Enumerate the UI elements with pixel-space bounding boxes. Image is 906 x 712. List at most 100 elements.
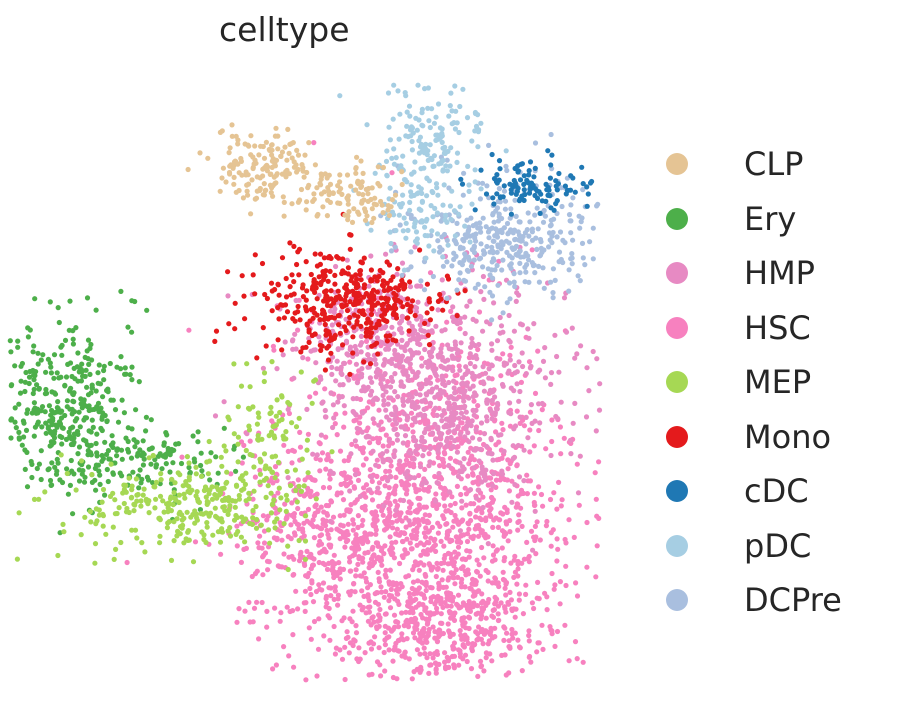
point-dcpre: [435, 238, 441, 244]
point-hsc: [504, 477, 510, 483]
point-mep: [142, 549, 148, 555]
point-hsc: [442, 503, 448, 509]
point-hsc: [367, 582, 373, 588]
point-clp: [253, 195, 260, 201]
point-hmp: [484, 397, 490, 403]
point-hmp: [332, 306, 338, 312]
point-hsc: [368, 646, 375, 652]
point-hmp: [402, 347, 408, 354]
point-ery: [23, 369, 29, 376]
point-mep: [255, 410, 261, 416]
point-mono: [369, 325, 375, 331]
point-mono: [328, 350, 334, 356]
point-hmp: [466, 395, 472, 401]
point-hsc: [480, 494, 486, 500]
point-pdc: [406, 103, 413, 109]
point-clp: [233, 159, 239, 165]
point-hsc: [397, 513, 403, 519]
point-hsc: [270, 343, 276, 349]
point-hsc: [483, 515, 489, 521]
point-dcpre: [556, 249, 563, 255]
point-clp: [261, 155, 268, 161]
point-mep: [244, 361, 250, 367]
point-mono: [358, 277, 364, 283]
point-mono: [303, 259, 309, 265]
point-hmp: [487, 321, 493, 327]
point-ery: [167, 452, 173, 458]
point-hsc: [386, 485, 392, 491]
point-mono: [328, 296, 334, 302]
point-hsc: [370, 553, 376, 559]
point-mono: [264, 295, 270, 302]
point-dcpre: [570, 195, 576, 201]
point-pdc: [413, 218, 419, 224]
point-hsc: [435, 377, 441, 383]
point-ery: [95, 370, 101, 376]
point-mep: [267, 410, 273, 417]
point-hsc: [323, 595, 329, 602]
point-hsc: [403, 574, 409, 580]
point-hsc: [326, 605, 332, 612]
point-mono: [213, 328, 220, 334]
point-mep: [301, 483, 307, 489]
point-hmp: [354, 425, 360, 431]
point-mono: [361, 359, 367, 365]
point-hsc: [428, 595, 434, 601]
point-mep: [194, 517, 200, 523]
point-mep: [236, 496, 242, 502]
point-hsc: [448, 615, 454, 621]
point-ery: [67, 360, 74, 366]
point-mep: [78, 532, 84, 538]
point-clp: [337, 172, 343, 178]
point-hmp: [572, 355, 578, 361]
point-ery: [163, 461, 169, 467]
point-hsc: [445, 590, 451, 596]
point-pdc: [462, 223, 468, 229]
point-ery: [139, 476, 145, 482]
point-clp: [217, 188, 223, 194]
point-hsc: [403, 524, 409, 530]
point-hsc: [283, 516, 289, 522]
point-mono: [335, 255, 342, 261]
point-clp: [264, 162, 270, 168]
point-hmp: [425, 364, 431, 370]
point-hsc: [385, 625, 392, 631]
point-mep: [218, 454, 224, 460]
point-dcpre: [541, 247, 547, 253]
point-hmp: [403, 369, 409, 375]
point-hmp: [292, 331, 298, 337]
point-pdc: [419, 219, 425, 225]
point-hmp: [446, 428, 452, 434]
point-ery: [70, 511, 76, 517]
point-hmp: [368, 474, 375, 480]
point-hmp: [382, 371, 388, 377]
point-hsc: [508, 344, 514, 350]
point-hsc: [434, 639, 440, 645]
point-hmp: [439, 412, 445, 419]
point-hsc: [347, 616, 353, 622]
point-mono: [232, 300, 238, 306]
point-hsc: [296, 522, 302, 528]
point-hsc: [540, 503, 546, 509]
point-hmp: [516, 359, 522, 365]
point-hmp: [508, 385, 514, 391]
point-pdc: [447, 163, 453, 169]
point-hmp: [469, 418, 475, 424]
point-hsc: [323, 434, 329, 440]
point-mono: [318, 347, 324, 353]
point-ery: [47, 477, 54, 484]
point-hsc: [234, 523, 240, 529]
point-mep: [272, 475, 278, 481]
point-hmp: [383, 251, 389, 257]
point-hmp: [528, 402, 535, 408]
point-hmp: [435, 352, 441, 358]
point-ery: [215, 470, 221, 476]
point-clp: [282, 144, 288, 150]
point-hsc: [328, 593, 334, 599]
point-hsc: [442, 552, 448, 559]
point-hmp: [392, 371, 398, 377]
point-hsc: [385, 495, 391, 501]
point-hsc: [340, 497, 347, 503]
point-ery: [99, 452, 105, 459]
point-hsc: [428, 662, 434, 668]
